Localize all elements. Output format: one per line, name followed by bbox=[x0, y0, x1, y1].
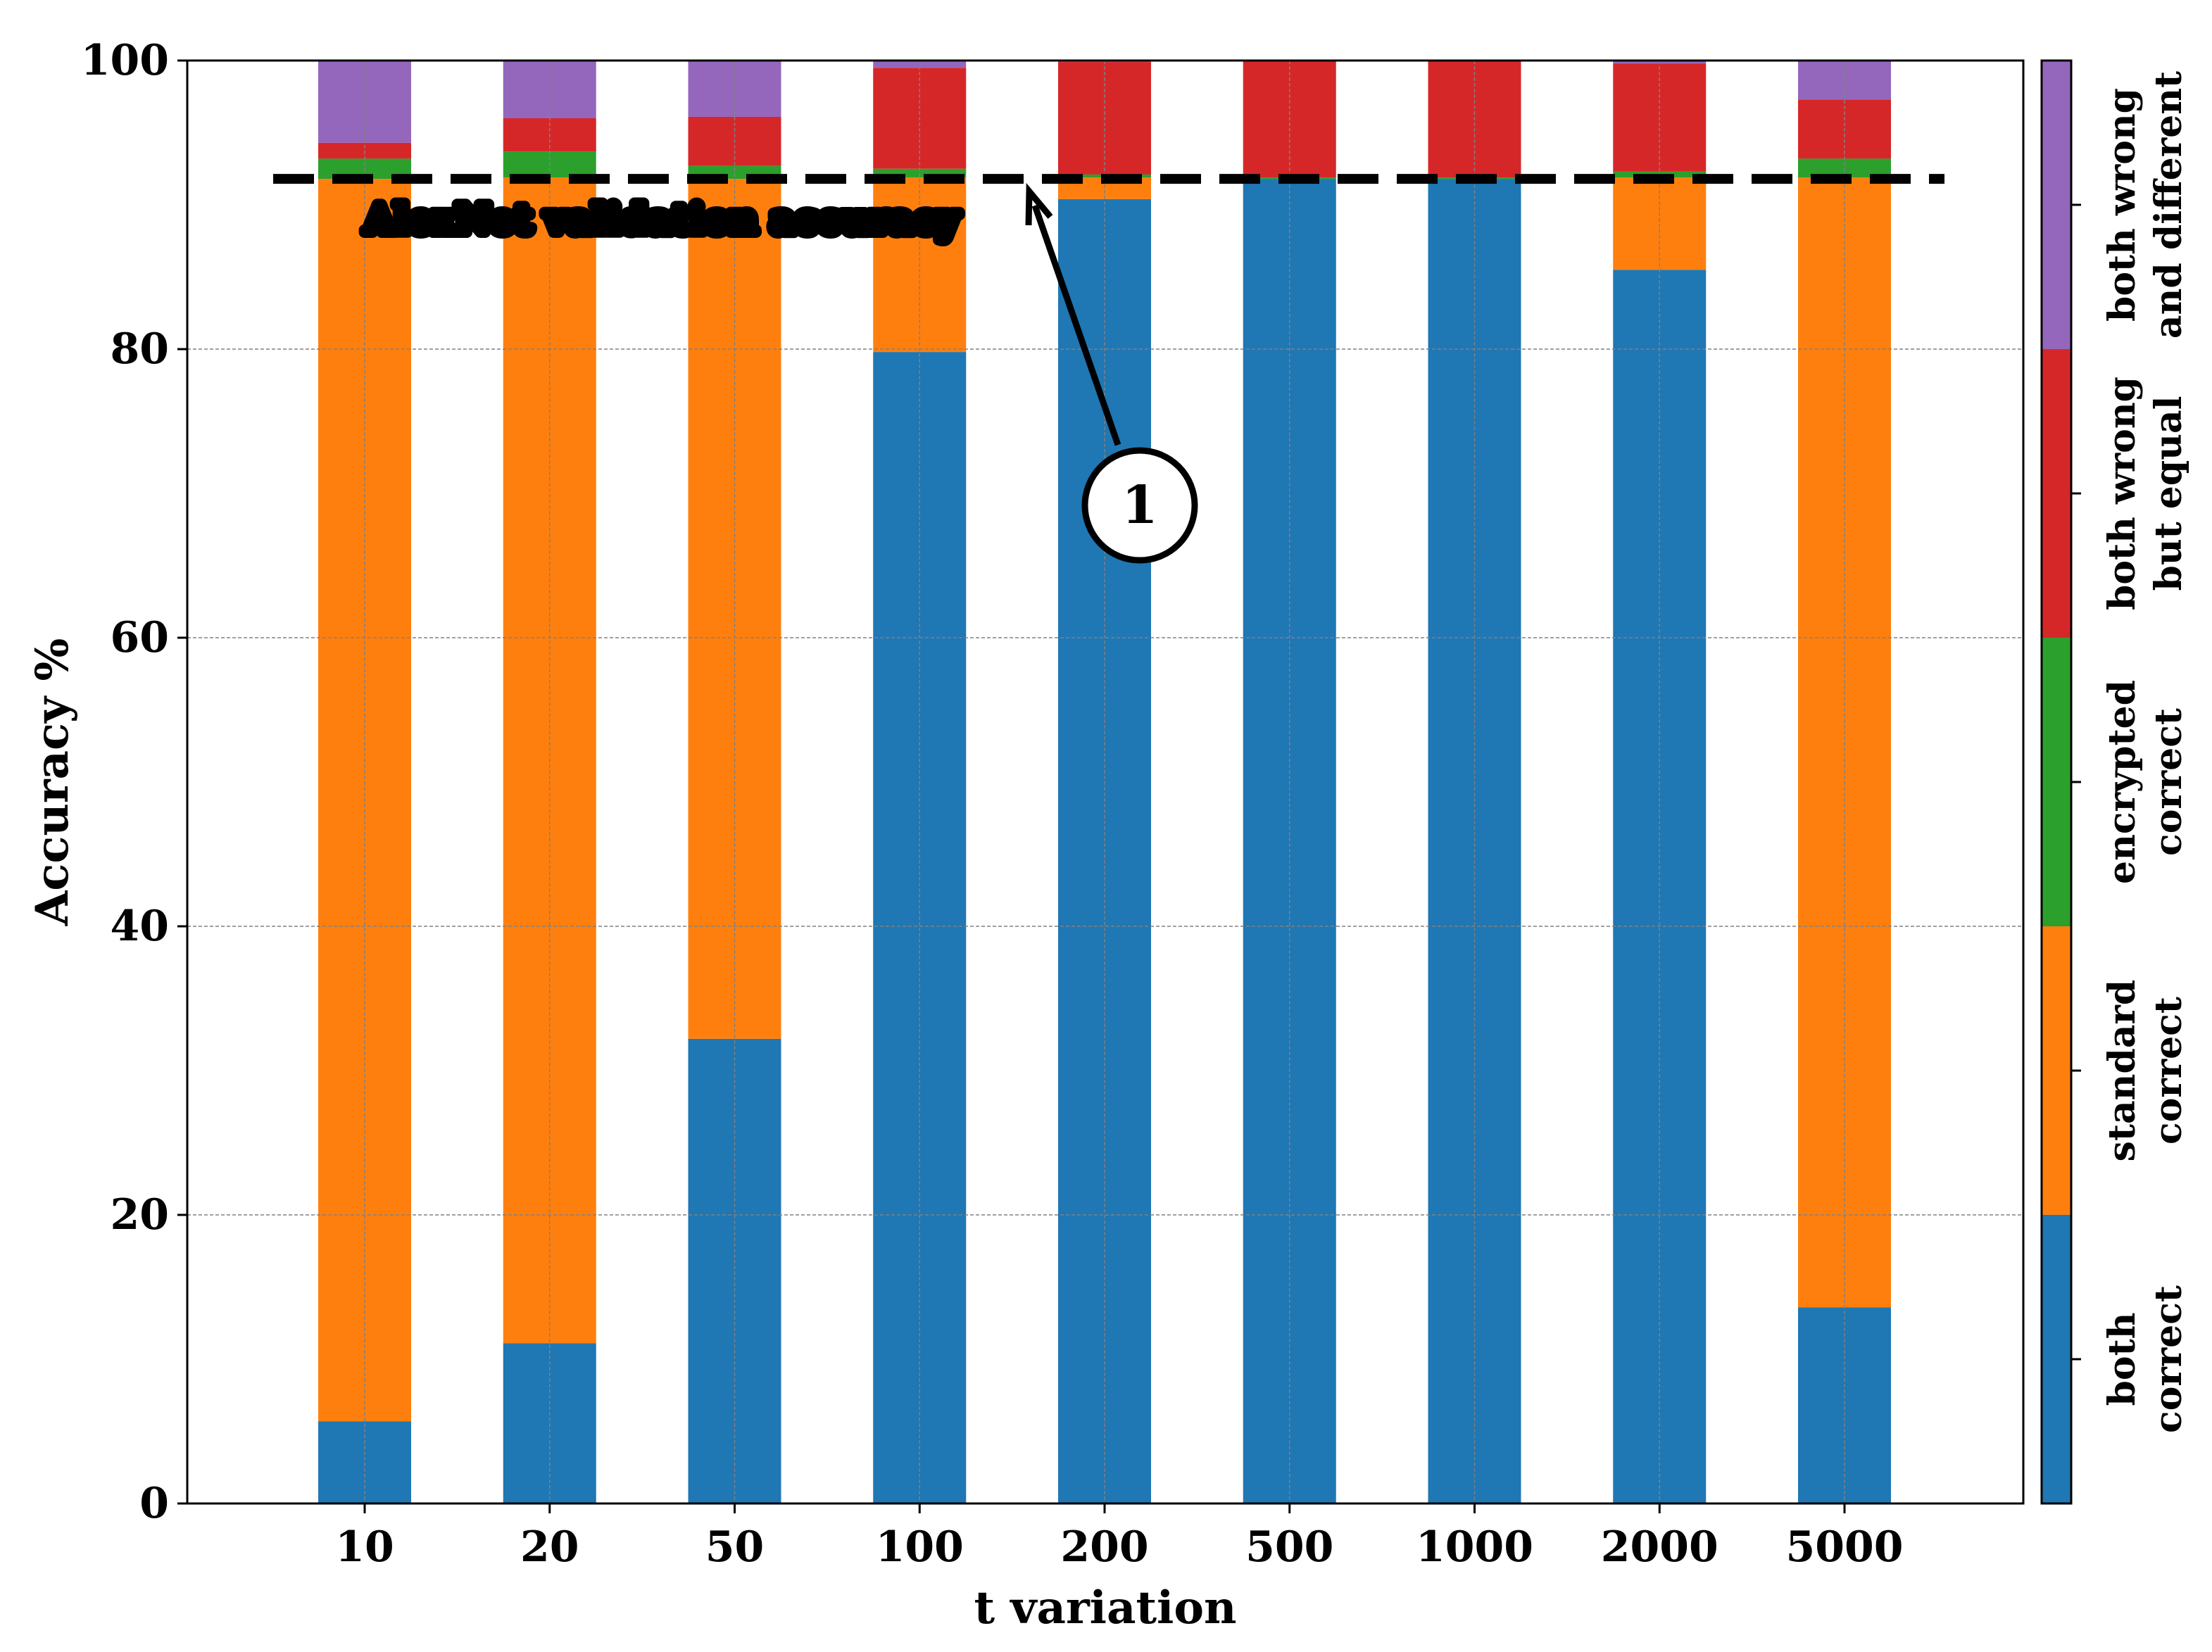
colorbar-segment-3 bbox=[2042, 638, 2071, 926]
colorbar-label-line: standard bbox=[2101, 980, 2144, 1162]
y-tick-label-0: 0 bbox=[139, 1479, 169, 1528]
colorbar-label-line: both wrong bbox=[2101, 377, 2144, 610]
colorbar-label-line: correct bbox=[2147, 1285, 2190, 1433]
annotation-arrow-head bbox=[1025, 182, 1053, 226]
colorbar-label-5: both wrongand different bbox=[2101, 71, 2190, 339]
y-tick-label-40: 40 bbox=[111, 902, 170, 951]
colorbar-label-1: bothcorrect bbox=[2101, 1285, 2190, 1433]
x-tick-label-1000: 1000 bbox=[1416, 1522, 1533, 1572]
x-tick-label-200: 200 bbox=[1060, 1522, 1148, 1572]
y-tick-label-20: 20 bbox=[111, 1190, 170, 1240]
x-tick-label-20: 20 bbox=[520, 1522, 579, 1572]
reference-line-label: AlexNet validation accuracy bbox=[364, 196, 960, 241]
annotation-arrow-shaft bbox=[1031, 204, 1121, 446]
colorbar-label-line: both bbox=[2101, 1313, 2144, 1406]
x-tick-label-5000: 5000 bbox=[1786, 1522, 1904, 1572]
x-tick-label-500: 500 bbox=[1245, 1522, 1333, 1572]
annotation-label: 1 bbox=[1121, 475, 1158, 536]
bar-100-series-5 bbox=[873, 61, 967, 68]
y-axis-label: Accuracy % bbox=[26, 638, 79, 927]
x-tick-label-2000: 2000 bbox=[1601, 1522, 1718, 1572]
colorbar-label-2: standardcorrect bbox=[2101, 980, 2190, 1162]
colorbar-segment-4 bbox=[2042, 349, 2071, 638]
colorbar-label-line: but equal bbox=[2147, 396, 2190, 591]
colorbar-label-line: and different bbox=[2147, 71, 2190, 339]
y-tick-label-60: 60 bbox=[111, 613, 170, 662]
colorbar-label-line: encrypted bbox=[2101, 680, 2144, 884]
x-axis-label: t variation bbox=[974, 1582, 1236, 1634]
colorbar-label-line: correct bbox=[2147, 708, 2190, 856]
x-tick-label-50: 50 bbox=[705, 1522, 765, 1572]
colorbar-segment-2 bbox=[2042, 926, 2071, 1215]
bar-2000-series-1 bbox=[1613, 270, 1707, 1503]
x-tick-label-100: 100 bbox=[876, 1522, 964, 1572]
colorbar-label-4: both wrongbut equal bbox=[2101, 377, 2190, 610]
y-tick-label-100: 100 bbox=[81, 36, 169, 85]
colorbar-label-line: both wrong bbox=[2101, 88, 2144, 322]
colorbar-label-line: correct bbox=[2147, 997, 2190, 1145]
colorbar-segment-5 bbox=[2042, 61, 2071, 349]
colorbar-segment-1 bbox=[2042, 1215, 2071, 1503]
colorbar-label-3: encryptedcorrect bbox=[2101, 680, 2190, 884]
annotation-circle bbox=[1081, 447, 1198, 564]
x-tick-label-10: 10 bbox=[335, 1522, 394, 1572]
y-tick-label-80: 80 bbox=[111, 324, 170, 374]
